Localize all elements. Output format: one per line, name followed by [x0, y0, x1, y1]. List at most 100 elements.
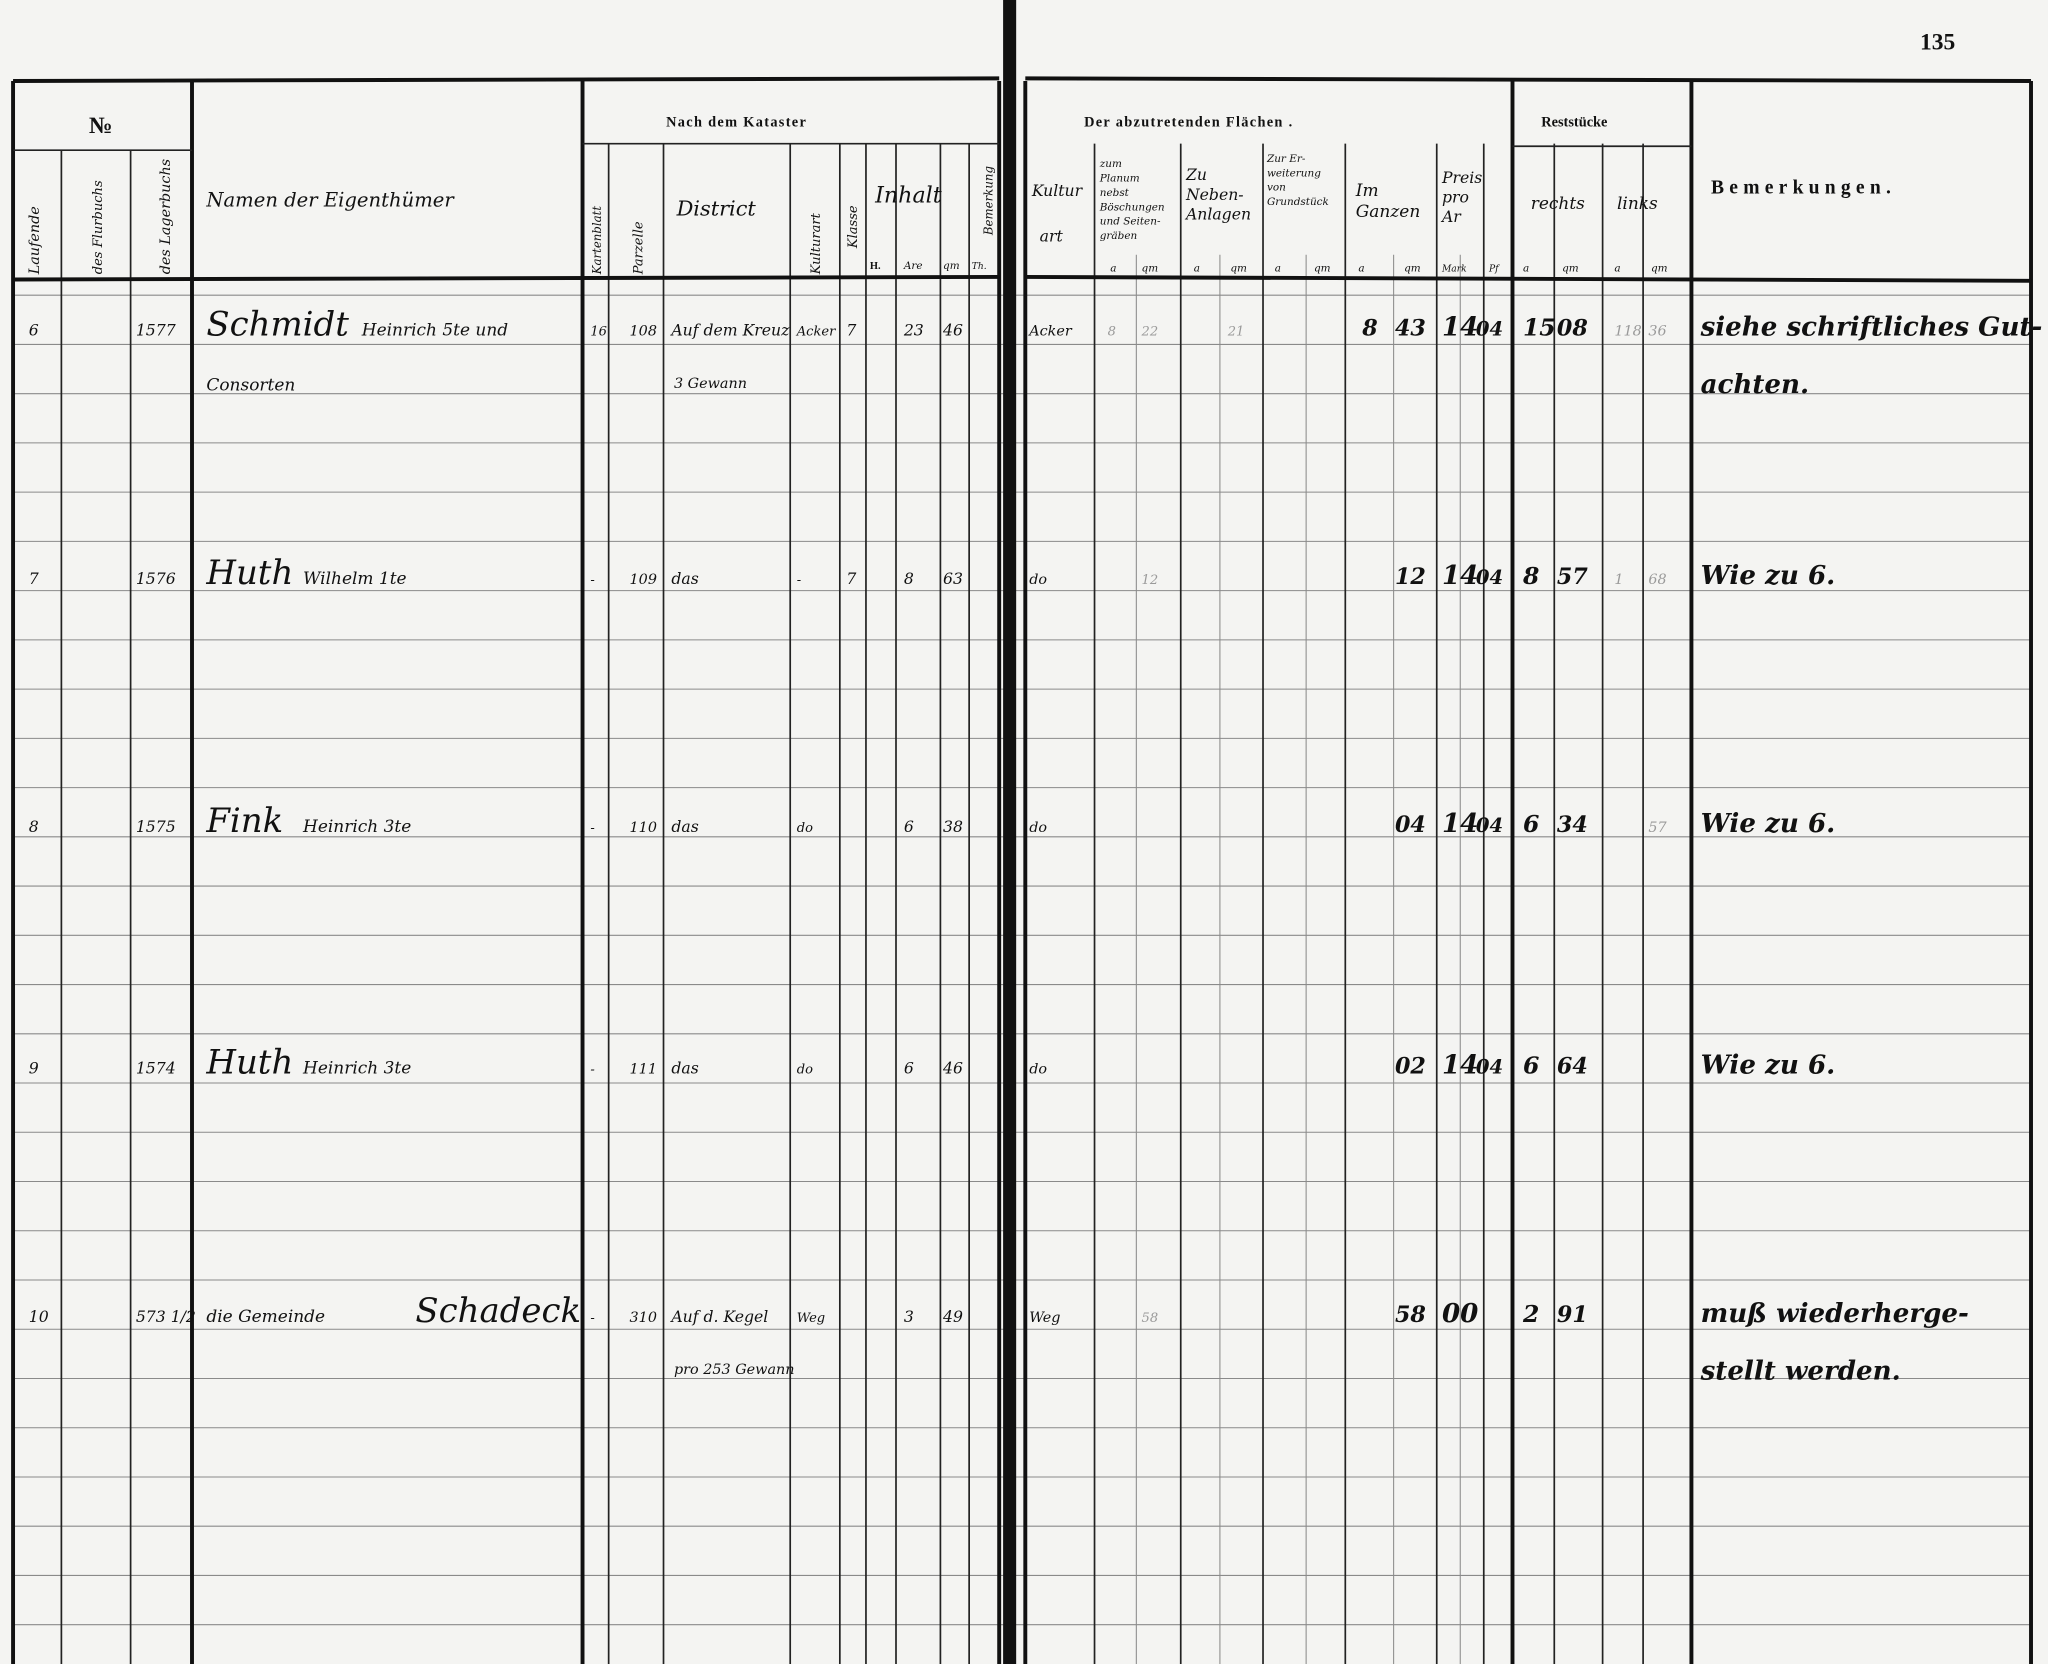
cell-given: Wilhelm 1te	[303, 569, 407, 589]
cell-flur: -	[590, 1063, 594, 1078]
cell-links-a: 118	[1614, 324, 1641, 340]
cell-kultur: -	[797, 573, 801, 588]
cell-kultur: Weg	[797, 1311, 825, 1326]
owner-surname: Huth	[205, 553, 293, 593]
district-line2: pro 253 Gewann	[674, 1362, 795, 1378]
cell-qm: 46	[942, 321, 963, 340]
header-planum-line: Planum	[1099, 173, 1140, 185]
cell-are: 6	[904, 1059, 914, 1078]
cell-are: 8	[904, 569, 914, 588]
remark: Wie zu 6.	[1701, 1050, 1836, 1081]
district-line2: 3 Gewann	[674, 376, 747, 392]
header-neben-line: Neben-	[1185, 185, 1244, 204]
cell-flur: 16	[590, 325, 607, 340]
cell-parzelle: 310	[630, 1310, 657, 1326]
header-unit: qm	[1230, 263, 1247, 275]
cell-flur: -	[590, 821, 594, 836]
cell-lager: 1574	[136, 1059, 176, 1078]
header-district: District	[676, 197, 757, 221]
book-spine	[1003, 0, 1017, 1664]
cell-parzelle: 109	[630, 572, 657, 588]
header-preis-line: pro	[1442, 187, 1469, 206]
table-row-10: Schadeck 10 573 1/2 die Gemeinde - 310 Auf d. …	[29, 1291, 1969, 1386]
cell-kultur: do	[797, 1063, 813, 1078]
header-unit: a	[1194, 263, 1200, 275]
cell-kultur2: Weg	[1029, 1310, 1060, 1326]
header-parzelle: Parzelle	[632, 221, 647, 275]
cell-lager: 573 1/2	[136, 1307, 196, 1326]
cell-rechts-a: 6	[1523, 810, 1539, 838]
header-bottom-rule	[13, 274, 1000, 282]
cell-rechts-qm: 57	[1557, 564, 1588, 590]
remark-line2: achten.	[1701, 369, 1810, 400]
page-number: 135	[1920, 30, 1955, 56]
remark: Wie zu 6.	[1701, 808, 1836, 839]
cell-kultur2: do	[1029, 572, 1047, 588]
cell-rechts-qm: 08	[1557, 316, 1588, 342]
cell-links-qm: 36	[1648, 324, 1666, 340]
header-preis-line: Preis	[1441, 168, 1482, 187]
owner-surname: Huth	[205, 1043, 293, 1083]
cell-are: 6	[904, 817, 914, 836]
cell-parzelle: 110	[630, 820, 657, 836]
cell-preis-pf: 04	[1476, 318, 1503, 341]
header-neben-line: Zu	[1185, 165, 1207, 184]
cell-preis-m: 14	[1442, 560, 1478, 591]
cell-district: das	[671, 1059, 698, 1078]
table-row-7: Huth 7 1576 Wilhelm 1te - 109 das - 7 8 63 do 12 12 14…	[29, 553, 1835, 593]
cell-lager: 1575	[136, 817, 176, 836]
cell-flur: -	[590, 573, 594, 588]
cell-lfd: 7	[29, 569, 39, 588]
remark: siehe schriftliches Gut-	[1700, 312, 2043, 343]
header-erweiterung-line: Zur Er-	[1266, 153, 1306, 165]
cell-qm: 63	[943, 569, 963, 588]
cell-ganz-qm: 02	[1395, 1054, 1426, 1080]
table-row-6: Schmidt 6 1577 Heinrich 5te und 16 108 Auf dem…	[29, 305, 2043, 400]
header-unit-pf: Pf	[1488, 265, 1500, 275]
header-are: Are	[903, 260, 923, 272]
cell-ganz-qm: 43	[1395, 316, 1426, 342]
cell-are: 23	[903, 321, 924, 340]
header-bottom-rule	[1025, 274, 2032, 283]
ruled-grid	[11, 76, 2033, 1664]
cell-rechts-a: 15	[1523, 314, 1556, 342]
cell-are: 3	[904, 1307, 914, 1326]
header-kataster: Nach dem Kataster	[666, 115, 807, 131]
header-top-rule	[13, 76, 1000, 83]
cell-parzelle: 108	[630, 324, 657, 340]
header-planum-line: zum	[1099, 158, 1122, 170]
header-name: Namen der Eigenthümer	[205, 188, 455, 211]
header-unit: a	[1275, 263, 1281, 275]
header-rechts: rechts	[1531, 194, 1585, 214]
header-reststuecke: Reststücke	[1541, 115, 1607, 131]
cell-rechts-a: 6	[1523, 1052, 1539, 1080]
header-h: H.	[870, 261, 881, 272]
header-unit: qm	[1404, 263, 1421, 275]
owner-name-line2: Consorten	[206, 376, 295, 396]
header-flaechen: Der abzutretenden Flächen .	[1084, 115, 1293, 131]
cell-lager: 1576	[136, 569, 176, 588]
remark: muß wiederherge-	[1701, 1298, 1969, 1329]
header-ganzen-line: Im	[1355, 181, 1379, 201]
header-unit: a	[1523, 263, 1529, 275]
header-kartenblatt: Kartenblatt	[590, 206, 604, 276]
cell-parzelle: 111	[630, 1062, 657, 1078]
header-lagerbuch: des Lagerbuchs	[158, 159, 174, 274]
header-planum-line: nebst	[1100, 187, 1130, 199]
cell-lfd: 8	[29, 817, 39, 836]
header-links: links	[1617, 194, 1658, 214]
cell-preis-m: 14	[1442, 808, 1478, 839]
cell-planum-qm: 22	[1141, 325, 1159, 340]
cell-preis-pf: 04	[1476, 1056, 1503, 1079]
header-unit: a	[1358, 263, 1364, 275]
cell-klasse: 7	[846, 569, 856, 588]
header-unit: a	[1614, 263, 1620, 275]
cell-planum-qm: 58	[1142, 1311, 1159, 1326]
header-qm: qm	[943, 260, 960, 272]
owner-surname: Fink	[205, 801, 283, 841]
cell-given: Heinrich 3te	[302, 817, 411, 837]
